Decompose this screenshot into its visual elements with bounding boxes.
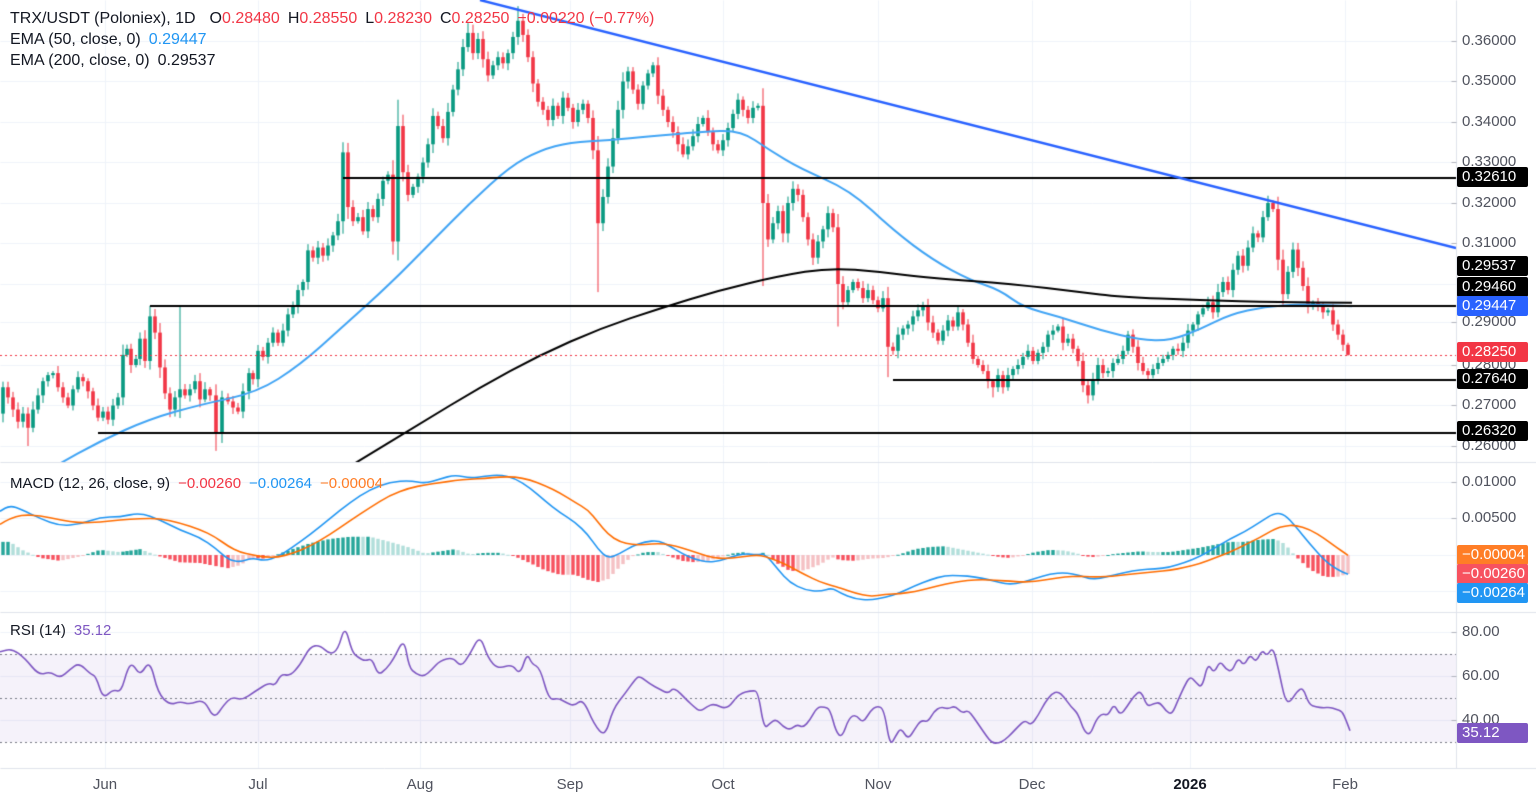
rsi-axis-label: 60.00 — [1462, 667, 1500, 684]
time-axis-label: Feb — [1332, 776, 1358, 793]
macd-axis-label: 0.00500 — [1462, 509, 1517, 526]
time-axis-label: Aug — [406, 776, 434, 793]
macd-label: MACD (12, 26, close, 9) — [10, 475, 171, 492]
price-axis-badge: 0.29447 — [1457, 296, 1528, 316]
rsi-value: 35.12 — [73, 622, 112, 639]
price-axis-label: 0.27000 — [1462, 396, 1517, 413]
ema50-value: 0.29447 — [148, 30, 207, 48]
price-axis-badge: 0.29537 — [1457, 256, 1528, 276]
ema200-label: EMA (200, close, 0) — [10, 51, 150, 69]
macd-signal-value: −0.00004 — [320, 475, 384, 492]
price-axis-label: 0.35000 — [1462, 72, 1517, 89]
change-value: −0.00220 (−0.77%) — [517, 9, 655, 27]
time-axis-label: Dec — [1018, 776, 1046, 793]
time-axis-label: Jun — [92, 776, 118, 793]
ohlc-low: L 0.28230 — [365, 9, 432, 27]
price-axis-label: 0.26000 — [1462, 437, 1517, 454]
ema200-legend-row[interactable]: EMA (200, close, 0) 0.29537 — [10, 50, 654, 71]
time-axis-label: 2026 — [1173, 776, 1207, 793]
price-axis-label: 0.29000 — [1462, 313, 1517, 330]
time-axis-label: Oct — [711, 776, 735, 793]
ema50-label: EMA (50, close, 0) — [10, 30, 141, 48]
macd-axis-badge: −0.00264 — [1457, 583, 1528, 603]
price-axis-label: 0.31000 — [1462, 234, 1517, 251]
macd-legend-row[interactable]: MACD (12, 26, close, 9) −0.00260 −0.0026… — [10, 473, 383, 494]
price-axis-badge: 0.32610 — [1457, 167, 1528, 187]
rsi-axis-badge: 35.12 — [1457, 723, 1528, 743]
rsi-legend-row[interactable]: RSI (14) 35.12 — [10, 620, 111, 641]
ema50-legend-row[interactable]: EMA (50, close, 0) 0.29447 — [10, 29, 654, 50]
time-axis-label: Nov — [864, 776, 892, 793]
price-axis-label: 0.32000 — [1462, 194, 1517, 211]
price-axis-badge: 0.27640 — [1457, 369, 1528, 389]
macd-axis-label: 0.01000 — [1462, 473, 1517, 490]
price-axis-badge: 0.28250 — [1457, 342, 1528, 362]
time-axis-label: Sep — [556, 776, 584, 793]
price-axis-badge: 0.26320 — [1457, 421, 1528, 441]
ohlc-open: O 0.28480 — [209, 9, 280, 27]
symbol-legend-row[interactable]: TRX/USDT (Poloniex), 1D O 0.28480 H 0.2855… — [10, 8, 654, 29]
price-pane-legend: TRX/USDT (Poloniex), 1D O 0.28480 H 0.2855… — [10, 8, 654, 71]
time-axis-label: Jul — [248, 776, 268, 793]
symbol-title: TRX/USDT (Poloniex), 1D — [10, 9, 196, 27]
macd-axis-badge: −0.00004 — [1457, 545, 1528, 565]
ohlc-close: C 0.28250 — [439, 9, 510, 27]
rsi-pane-legend: RSI (14) 35.12 — [10, 620, 111, 641]
rsi-axis-label: 80.00 — [1462, 623, 1500, 640]
ohlc-high: H 0.28550 — [287, 9, 358, 27]
price-axis-label: 0.34000 — [1462, 113, 1517, 130]
macd-hist-value: −0.00260 — [178, 475, 242, 492]
rsi-label: RSI (14) — [10, 622, 66, 639]
price-axis-label: 0.33000 — [1462, 153, 1517, 170]
macd-axis-badge: −0.00260 — [1457, 564, 1528, 584]
macd-pane-legend: MACD (12, 26, close, 9) −0.00260 −0.0026… — [10, 473, 383, 494]
ema200-value: 0.29537 — [157, 51, 216, 69]
price-axis-badge: 0.29460 — [1457, 277, 1528, 297]
price-axis-label: 0.36000 — [1462, 32, 1517, 49]
macd-line-value: −0.00264 — [249, 475, 313, 492]
